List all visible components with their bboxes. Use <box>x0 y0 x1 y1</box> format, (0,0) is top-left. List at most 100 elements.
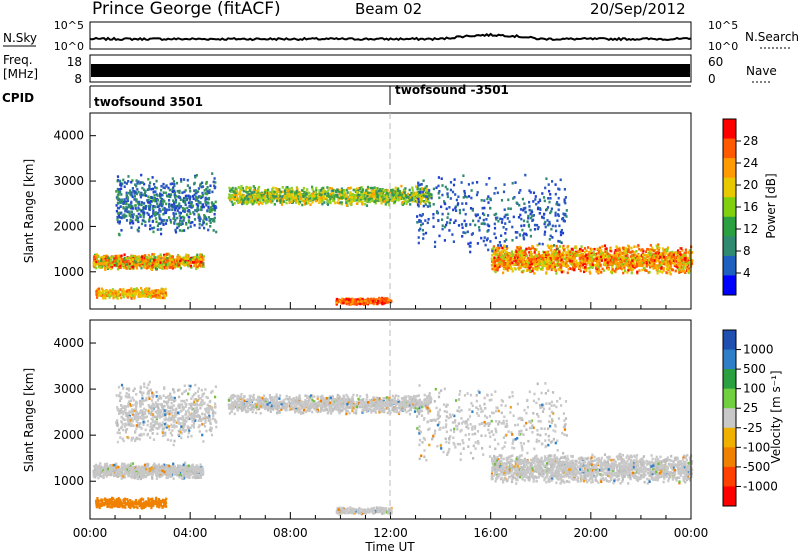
scatter-cell <box>187 219 190 222</box>
scatter-cell <box>159 210 162 213</box>
scatter-cell <box>206 186 209 189</box>
scatter-cell <box>340 202 343 206</box>
scatter-cell <box>350 200 354 203</box>
scatter-cell <box>648 270 651 274</box>
scatter-cell <box>130 200 133 204</box>
scatter-cell <box>283 189 286 193</box>
scatter-cell <box>549 254 552 257</box>
scatter-cell <box>291 190 294 193</box>
scatter-cell <box>164 222 168 225</box>
scatter-cell <box>198 215 201 219</box>
scatter-cell <box>658 260 661 264</box>
scatter-cell <box>212 218 215 221</box>
scatter-cell <box>609 247 612 251</box>
scatter-cell <box>107 290 111 293</box>
scatter-cell <box>570 262 573 266</box>
scatter-cell <box>214 185 217 189</box>
scatter-cell <box>158 209 161 212</box>
scatter-cell <box>133 195 136 198</box>
scatter-cell <box>368 193 371 197</box>
scatter-cell <box>175 259 179 263</box>
scatter-cell <box>278 188 281 191</box>
scatter-cell <box>234 187 237 190</box>
scatter-cell <box>120 291 123 295</box>
scatter-cell <box>140 193 143 197</box>
scatter-cell <box>93 261 96 265</box>
scatter-cell <box>136 182 139 185</box>
scatter-cell <box>122 295 125 299</box>
scatter-cell <box>657 259 660 263</box>
scatter-cell <box>590 254 593 257</box>
scatter-cell <box>531 245 534 248</box>
scatter-cell <box>492 247 495 250</box>
scatter-cell <box>125 266 128 270</box>
scatter-cell <box>583 270 586 274</box>
scatter-cell <box>676 266 679 270</box>
scatter-cell <box>151 253 154 256</box>
scatter-cell <box>367 198 370 201</box>
scatter-cell <box>288 199 291 202</box>
scatter-cell <box>135 184 138 188</box>
scatter-cell <box>354 301 357 305</box>
scatter-cell <box>614 249 617 252</box>
scatter-cell <box>648 249 651 252</box>
scatter-cell <box>498 254 501 258</box>
scatter-cell <box>637 257 641 261</box>
scatter-cell <box>410 198 414 201</box>
scatter-cell <box>349 303 352 306</box>
scatter-cell <box>346 194 349 197</box>
scatter-cell <box>118 220 121 223</box>
cpid-strip: CPID twofsound 3501 twofsound -3501 <box>2 83 691 109</box>
scatter-cell <box>371 186 374 190</box>
scatter-cell <box>311 195 314 198</box>
scatter-cell <box>151 207 154 211</box>
scatter-cell <box>130 180 133 184</box>
scatter-cell <box>163 293 166 297</box>
scatter-cell <box>261 202 264 205</box>
scatter-cell <box>626 271 629 274</box>
scatter-cell <box>557 251 560 255</box>
scatter-cell <box>139 257 142 261</box>
scatter-cell <box>231 203 234 206</box>
scatter-cell <box>320 196 323 200</box>
scatter-cell <box>619 257 622 261</box>
scatter-cell <box>370 199 374 202</box>
scatter-cell <box>420 192 423 196</box>
scatter-cell <box>151 176 154 179</box>
scatter-cell <box>511 261 514 265</box>
scatter-cell <box>684 251 688 254</box>
scatter-cell <box>148 208 151 211</box>
scatter-cell <box>122 216 125 219</box>
scatter-cell <box>562 251 565 254</box>
scatter-cell <box>415 192 418 195</box>
scatter-cell <box>134 261 137 264</box>
scatter-cell <box>598 251 601 255</box>
scatter-cell <box>197 260 200 263</box>
scatter-cell <box>399 195 402 199</box>
scatter-cell <box>314 191 317 194</box>
scatter-cell <box>687 271 690 275</box>
scatter-cell <box>524 252 527 256</box>
scatter-cell <box>626 256 629 260</box>
scatter-cell <box>509 262 512 265</box>
scatter-cell <box>130 295 133 299</box>
scatter-cell <box>370 298 373 302</box>
scatter-cell <box>663 250 666 253</box>
scatter-cell <box>107 267 110 270</box>
scatter-cell <box>207 216 210 219</box>
scatter-cell <box>195 209 198 213</box>
scatter-cell <box>335 195 338 199</box>
scatter-cell <box>137 206 140 209</box>
scatter-cell <box>528 266 531 270</box>
scatter-cell <box>303 190 306 194</box>
scatter-cell <box>290 194 293 197</box>
scatter-cell <box>104 296 107 300</box>
scatter-cell <box>518 255 521 259</box>
scatter-cell <box>156 194 159 197</box>
scatter-cell <box>275 199 279 203</box>
scatter-cell <box>209 184 212 188</box>
scatter-cell <box>201 223 204 227</box>
scatter-cell <box>233 202 236 205</box>
scatter-cell <box>237 192 240 196</box>
scatter-cell <box>251 202 254 206</box>
